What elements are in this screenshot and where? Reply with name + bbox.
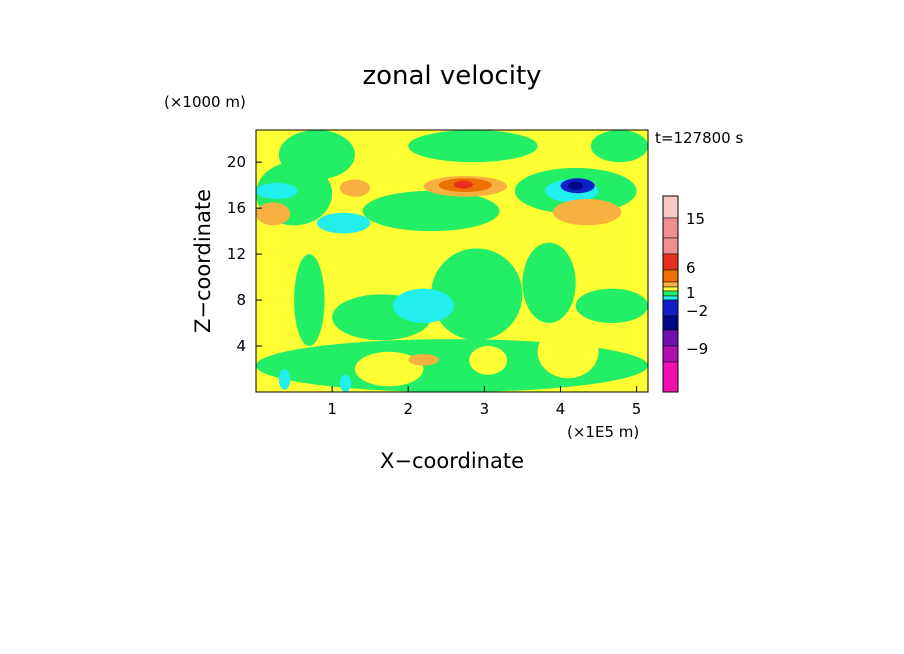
plot-frame <box>255 129 649 393</box>
contour-region-green <box>522 242 576 324</box>
contour-region-green <box>575 288 648 324</box>
y-tick-label: 12 <box>227 245 246 263</box>
contour-region-green <box>590 130 648 163</box>
x-tick-label: 5 <box>632 400 642 418</box>
time-label: t=127800 s <box>655 129 743 147</box>
colorbar-label: −2 <box>686 302 708 320</box>
contour-region-lightorange <box>256 202 291 226</box>
contour-region-yellow <box>537 325 599 379</box>
x-axis: 1 2 3 4 5 <box>327 386 641 418</box>
y-axis: 4 8 12 16 20 <box>227 153 262 355</box>
contour-region-yellow <box>469 346 508 375</box>
colorbar-cell <box>662 361 679 393</box>
contour-regions <box>255 130 648 393</box>
colorbar-cell <box>662 299 679 317</box>
colorbar-cell <box>662 195 679 219</box>
contour-region-lightorange <box>339 179 371 197</box>
colorbar-labels: 15 6 1−2 −9 <box>686 210 708 358</box>
colorbar-cell <box>662 217 679 239</box>
colorbar: 15 6 1−2 −9 <box>662 195 708 393</box>
colorbar-cell <box>662 237 679 255</box>
colorbar-label: 15 <box>686 210 705 228</box>
contour-region-green <box>431 248 523 341</box>
y-tick-label: 4 <box>236 337 246 355</box>
y-tick-label: 16 <box>227 199 246 217</box>
chart-title: zonal velocity <box>362 61 541 91</box>
y-unit-label: (×1000 m) <box>164 93 246 111</box>
contour-region-green <box>278 130 355 180</box>
colorbar-cell <box>662 290 679 297</box>
colorbar-cell <box>662 281 679 288</box>
x-axis-title: X−coordinate <box>380 449 524 473</box>
contour-region-green <box>408 130 538 163</box>
contour-region-cyan <box>256 182 298 199</box>
contour-region-red <box>453 180 473 189</box>
y-tick-label: 20 <box>227 153 246 171</box>
colorbar-cell <box>662 295 679 301</box>
contour-region-green <box>362 190 500 232</box>
colorbar-cell <box>662 253 679 271</box>
x-tick-label: 3 <box>480 400 490 418</box>
colorbar-cell <box>662 286 679 292</box>
contour-region-cyan <box>393 288 454 324</box>
colorbar-cell <box>662 315 679 331</box>
x-tick-label: 4 <box>556 400 566 418</box>
contour-region-cyan <box>278 369 291 390</box>
colorbar-label: 1 <box>686 284 696 302</box>
x-tick-label: 1 <box>327 400 337 418</box>
colorbar-cell <box>662 329 679 347</box>
contour-region-yellow <box>255 265 295 335</box>
colorbar-cells <box>662 195 679 393</box>
y-axis-title: Z−coordinate <box>191 189 215 333</box>
x-tick-label: 2 <box>403 400 413 418</box>
contour-region-lightorange <box>552 198 622 226</box>
contour-region-green <box>294 254 325 347</box>
x-unit-label: (×1E5 m) <box>567 423 639 441</box>
colorbar-label: 6 <box>686 259 696 277</box>
colorbar-frame <box>662 195 679 393</box>
contour-region-navy <box>568 181 584 190</box>
contour-region-cyan <box>316 212 371 234</box>
colorbar-label: −9 <box>686 340 708 358</box>
contour-region-lightorange <box>408 354 439 366</box>
colorbar-cell <box>662 269 679 283</box>
y-tick-label: 8 <box>236 291 246 309</box>
contour-region-yellow <box>354 351 424 387</box>
contour-region-cyan <box>339 374 352 393</box>
colorbar-cell <box>662 345 679 363</box>
